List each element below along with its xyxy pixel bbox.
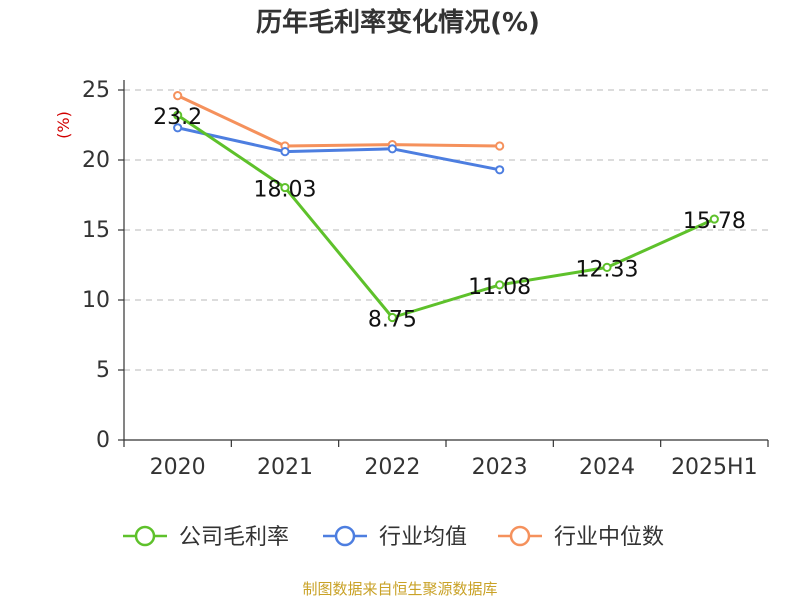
data-point [280, 147, 290, 157]
data-label: 15.78 [683, 209, 746, 234]
x-tick-label: 2021 [257, 455, 313, 480]
chart-title: 历年毛利率变化情况(%) [256, 7, 540, 38]
x-tick-label: 2025H1 [671, 455, 758, 480]
series-line [176, 94, 502, 148]
gridlines [124, 89, 768, 371]
data-label: 8.75 [368, 308, 417, 333]
data-point [495, 280, 505, 290]
series-line [176, 113, 716, 319]
data-label: 12.33 [576, 257, 639, 282]
series-line [176, 126, 502, 172]
y-tick-label: 25 [82, 78, 110, 103]
legend-label: 公司毛利率 [179, 525, 289, 550]
legend-marker-icon [509, 525, 531, 547]
y-axis-label: (%) [54, 111, 73, 139]
legend-label: 行业均值 [379, 525, 467, 550]
data-label: 18.03 [254, 178, 317, 203]
data-point [495, 165, 505, 175]
source-note: 制图数据来自恒生聚源数据库 [302, 580, 497, 598]
legend-label: 行业中位数 [554, 525, 664, 550]
x-tick-label: 2024 [579, 455, 635, 480]
data-point [280, 182, 290, 193]
x-tick-label: 2023 [472, 455, 528, 480]
data-point [602, 262, 612, 272]
data-point [387, 144, 397, 154]
data-point [173, 123, 183, 133]
x-tick-label: 2022 [364, 455, 420, 480]
axes: 0 5 10 15 20 25 2020 2021 2022 2023 2024 2025H1 [82, 78, 769, 480]
legend: 公司毛利率 行业均值 行业中位数 [123, 525, 664, 550]
series-lines [173, 91, 719, 323]
data-labels: 23.2 18.03 8.75 11.08 12.33 15.78 [153, 105, 746, 332]
data-point [173, 110, 183, 120]
data-point [495, 141, 505, 151]
data-point [173, 91, 183, 101]
y-tick-label: 10 [82, 288, 110, 313]
y-tick-label: 5 [96, 358, 110, 383]
x-tick-label: 2020 [150, 455, 206, 480]
legend-marker-icon [334, 525, 356, 547]
data-label: 11.08 [468, 275, 531, 300]
y-tick-label: 15 [82, 218, 110, 243]
legend-marker-icon [134, 525, 156, 547]
data-label: 23.2 [153, 105, 202, 130]
y-tick-label: 20 [82, 148, 110, 173]
y-tick-label: 0 [96, 428, 110, 453]
data-point [387, 312, 397, 323]
data-point [709, 214, 719, 224]
